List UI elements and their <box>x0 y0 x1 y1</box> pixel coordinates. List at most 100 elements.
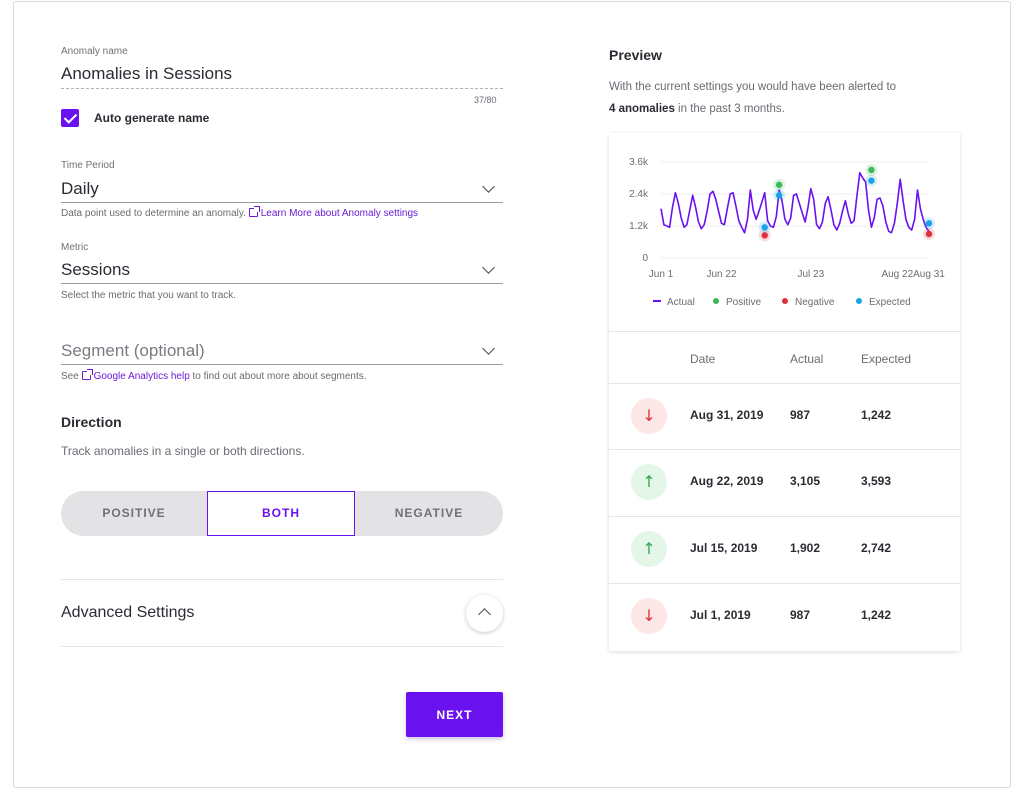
time-period-select[interactable]: Daily <box>61 179 99 198</box>
row-date: Aug 22, 2019 <box>690 474 764 488</box>
legend-negative-swatch <box>782 298 788 304</box>
next-button[interactable]: NEXT <box>406 692 503 737</box>
row-expected: 1,242 <box>861 408 892 422</box>
legend-positive-swatch <box>713 298 719 304</box>
x-tick-label: Jun 22 <box>707 269 737 280</box>
divider <box>609 449 960 450</box>
segment-helper: See Google Analytics help to find out ab… <box>61 369 367 382</box>
direction-positive-option[interactable]: POSITIVE <box>102 506 166 520</box>
y-tick-label: 1.2k <box>629 221 649 232</box>
x-tick-label: Jul 23 <box>798 269 825 280</box>
time-period-label: Time Period <box>61 160 115 171</box>
y-tick-label: 2.4k <box>629 189 649 200</box>
row-actual: 3,105 <box>790 474 821 488</box>
legend-actual: Actual <box>653 297 695 308</box>
x-tick-label: Aug 22 <box>881 269 913 280</box>
anomaly-name-label: Anomaly name <box>61 46 128 57</box>
google-analytics-help-link[interactable]: Google Analytics help <box>93 371 190 382</box>
y-tick-label: 0 <box>642 253 648 264</box>
preview-card: 3.6k 2.4k 1.2k 0 Jun 1 Jun 22 Jul 23 Aug 22 Aug … <box>609 133 960 651</box>
divider <box>61 646 503 647</box>
divider <box>609 516 960 517</box>
row-actual: 1,902 <box>790 541 821 555</box>
legend-expected-label: Expected <box>869 297 911 308</box>
legend-positive: Positive <box>713 297 761 308</box>
x-tick-label: Aug 31 <box>913 269 945 280</box>
learn-more-link[interactable]: Learn More about Anomaly settings <box>260 208 419 219</box>
time-period-underline <box>61 202 503 203</box>
external-link-icon <box>248 206 260 217</box>
segment-helper-suffix: to find out about more about segments. <box>192 371 367 382</box>
auto-generate-label[interactable]: Auto generate name <box>94 111 210 125</box>
arrow-up-icon: ↑ <box>631 464 667 500</box>
table-row[interactable]: ↑ Jul 15, 2019 1,902 2,742 <box>609 516 960 582</box>
negative-marker <box>925 230 933 238</box>
character-counter: 37/80 <box>474 95 497 105</box>
arrow-up-icon: ↑ <box>631 531 667 567</box>
row-actual: 987 <box>790 408 811 422</box>
preview-description: With the current settings you would have… <box>609 76 969 120</box>
positive-marker <box>775 181 783 189</box>
metric-select[interactable]: Sessions <box>61 260 130 279</box>
metric-helper: Select the metric that you want to track… <box>61 290 237 301</box>
row-date: Jul 15, 2019 <box>690 541 758 555</box>
direction-description: Track anomalies in a single or both dire… <box>61 444 305 458</box>
row-actual: 987 <box>790 608 811 622</box>
auto-generate-checkbox[interactable] <box>61 109 79 127</box>
row-expected: 2,742 <box>861 541 892 555</box>
expected-marker <box>868 177 875 184</box>
direction-toggle: POSITIVE BOTH NEGATIVE <box>61 491 503 536</box>
legend-positive-label: Positive <box>726 297 762 308</box>
row-expected: 1,242 <box>861 608 892 622</box>
positive-marker <box>868 166 875 174</box>
direction-negative-option[interactable]: NEGATIVE <box>394 506 464 520</box>
preview-desc-prefix: With the current settings you would have… <box>609 81 897 93</box>
time-period-helper: Data point used to determine an anomaly.… <box>61 206 419 219</box>
row-expected: 3,593 <box>861 474 892 488</box>
metric-label: Metric <box>61 242 89 253</box>
chevron-up-icon[interactable] <box>466 595 503 632</box>
table-row[interactable]: ↓ Aug 31, 2019 987 1,242 <box>609 383 960 449</box>
legend-expected: Expected <box>856 297 911 308</box>
column-header-actual: Actual <box>790 352 824 366</box>
legend-negative: Negative <box>782 297 834 308</box>
preview-desc-suffix: in the past 3 months. <box>678 103 785 115</box>
direction-title: Direction <box>61 414 122 430</box>
expected-marker <box>925 220 933 227</box>
preview-anomaly-count: 4 anomalies <box>609 103 675 115</box>
anomaly-name-underline <box>61 88 503 89</box>
direction-both-option[interactable]: BOTH <box>207 491 355 536</box>
expected-marker <box>761 224 768 231</box>
y-tick-label: 3.6k <box>629 157 649 168</box>
anomaly-name-input[interactable]: Anomalies in Sessions <box>61 64 233 83</box>
expected-marker <box>775 192 783 199</box>
legend-negative-label: Negative <box>795 297 835 308</box>
divider <box>609 331 960 332</box>
column-header-date: Date <box>690 352 716 366</box>
column-header-expected: Expected <box>861 352 912 366</box>
arrow-down-icon: ↓ <box>631 598 667 634</box>
segment-helper-prefix: See <box>61 371 79 382</box>
divider <box>609 583 960 584</box>
divider <box>609 383 960 384</box>
segment-select[interactable]: Segment (optional) <box>61 341 205 360</box>
legend-actual-swatch <box>653 300 661 302</box>
external-link-icon <box>81 369 93 380</box>
negative-marker <box>761 232 768 239</box>
table-row[interactable]: ↑ Aug 22, 2019 3,105 3,593 <box>609 449 960 515</box>
segment-underline <box>61 364 503 365</box>
advanced-settings-title[interactable]: Advanced Settings <box>61 604 195 621</box>
legend-expected-swatch <box>856 298 862 304</box>
metric-underline <box>61 283 503 284</box>
preview-title: Preview <box>609 47 662 63</box>
legend-actual-label: Actual <box>667 297 695 308</box>
arrow-down-icon: ↓ <box>631 398 667 434</box>
x-tick-label: Jun 1 <box>649 269 674 280</box>
row-date: Jul 1, 2019 <box>690 608 751 622</box>
time-period-helper-text: Data point used to determine an anomaly. <box>61 208 246 219</box>
table-row[interactable]: ↓ Jul 1, 2019 987 1,242 <box>609 583 960 649</box>
divider <box>61 579 503 580</box>
row-date: Aug 31, 2019 <box>690 408 764 422</box>
actual-series-line <box>660 171 930 234</box>
